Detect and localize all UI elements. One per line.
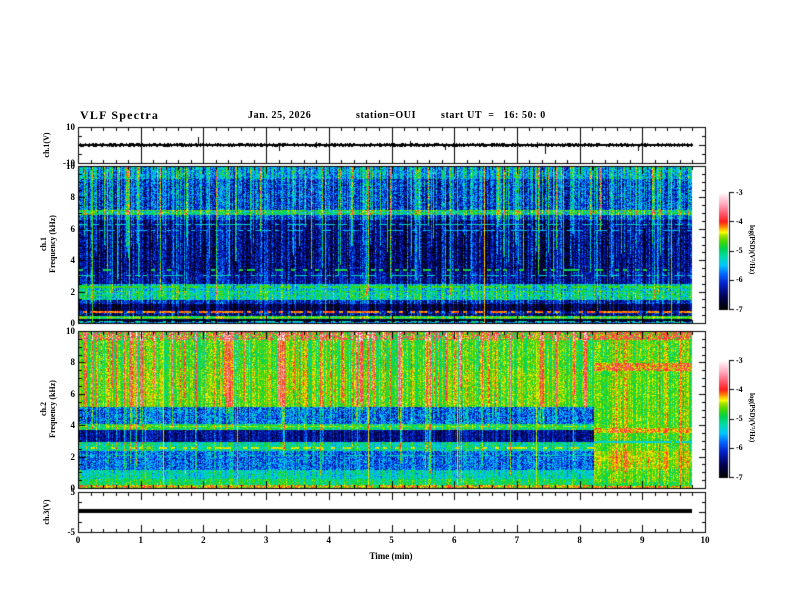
x-axis-title: Time (min) (369, 551, 413, 561)
y-tick-label: -10 (63, 158, 75, 168)
y-tick-label: 5 (70, 487, 76, 497)
y-tick-label: 0 (70, 318, 76, 328)
y-tick-label: -5 (67, 527, 76, 537)
y-tick-label: 2 (70, 286, 76, 297)
y-tick-label: 8 (70, 192, 76, 203)
colorbar-tick-label: -5 (736, 414, 743, 423)
y-tick-label: 8 (70, 357, 76, 368)
date-label: Jan. 25, 2026 (248, 110, 312, 121)
y-tick-label: 6 (70, 388, 76, 399)
start-ut-label: start UT = 16: 50: 0 (441, 110, 546, 121)
x-tick-label: 1 (138, 535, 143, 545)
plot-title: VLF Spectra (80, 108, 160, 122)
x-tick-label: 9 (640, 535, 645, 545)
x-tick-label: 8 (577, 535, 582, 545)
y-tick-label: 10 (66, 161, 75, 171)
x-tick-label: 7 (514, 535, 520, 545)
colorbar-tick-label: -7 (736, 472, 743, 482)
colorbar1-label: log(PSD)(V²/Hz) (748, 225, 756, 275)
x-tick-label: 4 (326, 535, 332, 545)
y-tick-label: 2 (70, 451, 76, 462)
colorbar-tick-label: -7 (736, 304, 743, 314)
y-tick-label: 0 (70, 483, 76, 493)
y-tick-label: 4 (70, 420, 76, 431)
y-tick-label: 10 (66, 326, 75, 336)
colorbar-tick-label: -4 (736, 384, 743, 394)
colorbar2-label: log(PSD)(V²/Hz) (748, 393, 756, 443)
x-tick-label: 6 (451, 535, 457, 545)
colorbar-tick-label: -6 (736, 443, 743, 453)
colorbar-tick-label: -3 (736, 187, 743, 197)
colorbar-tick-label: -4 (736, 216, 743, 226)
y-tick-label: 6 (70, 223, 76, 234)
colorbar-tick-label: -5 (736, 246, 743, 255)
colorbar-tick-label: -3 (736, 355, 743, 365)
x-tick-label: 5 (389, 535, 394, 545)
x-tick-label: 3 (263, 535, 269, 545)
x-tick-label: 10 (700, 535, 710, 545)
y-tick-label: 4 (70, 255, 76, 266)
y-tick-label: 10 (66, 122, 75, 132)
station-label: station=OUI (356, 110, 417, 121)
colorbar-tick-label: -6 (736, 275, 743, 285)
x-tick-label: 2 (201, 535, 206, 545)
x-tick-label: 0 (75, 535, 81, 545)
